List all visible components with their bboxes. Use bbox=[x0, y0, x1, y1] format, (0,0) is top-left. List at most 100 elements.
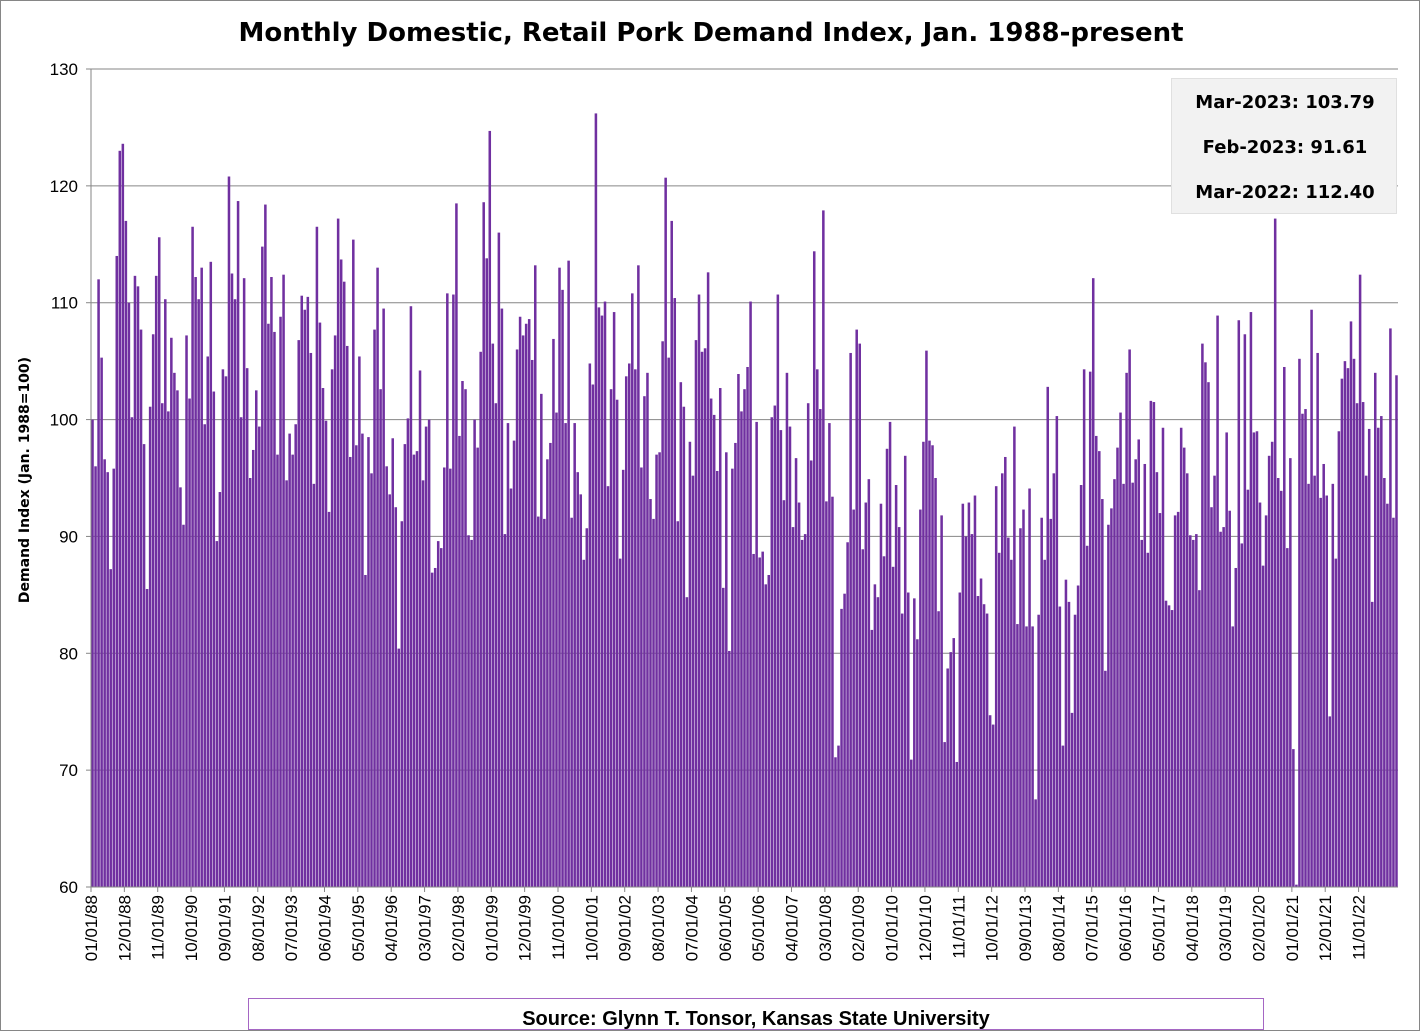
bar bbox=[806, 403, 810, 887]
bar bbox=[615, 399, 619, 887]
bar bbox=[1264, 515, 1268, 887]
bar bbox=[1034, 799, 1037, 887]
bar bbox=[1377, 427, 1380, 887]
bar bbox=[1307, 483, 1310, 887]
bar bbox=[273, 331, 276, 887]
bar bbox=[1301, 413, 1304, 887]
bar bbox=[424, 426, 428, 887]
bar bbox=[1270, 441, 1274, 887]
bar bbox=[388, 494, 391, 887]
bar bbox=[1052, 473, 1056, 887]
bar bbox=[494, 403, 498, 887]
bar bbox=[773, 405, 777, 887]
bar bbox=[1222, 527, 1225, 887]
bar bbox=[794, 458, 798, 887]
bar bbox=[148, 406, 152, 887]
bar bbox=[873, 584, 877, 887]
bar bbox=[555, 412, 558, 887]
bar bbox=[1140, 539, 1144, 887]
x-tick-label: 01/01/88 bbox=[82, 895, 101, 961]
bar bbox=[988, 715, 992, 887]
bar bbox=[579, 494, 583, 887]
x-tick-label: 04/01/07 bbox=[783, 895, 802, 961]
x-tick-labels: 01/01/88 12/01/88 11/01/89 10/01/90 09/01/91… bbox=[82, 887, 1369, 961]
bar bbox=[391, 438, 394, 887]
x-tick-label: 10/01/90 bbox=[182, 895, 201, 961]
bar bbox=[224, 376, 228, 887]
y-tick-label: 100 bbox=[50, 411, 78, 430]
bar bbox=[367, 437, 370, 887]
x-tick-label: 12/01/10 bbox=[916, 895, 935, 961]
bar bbox=[421, 480, 425, 887]
bar bbox=[685, 597, 689, 887]
bar bbox=[342, 281, 346, 887]
bar bbox=[558, 267, 561, 887]
bar bbox=[628, 363, 631, 888]
bar bbox=[1164, 600, 1168, 887]
bar bbox=[752, 553, 755, 887]
bar bbox=[891, 566, 895, 887]
bar bbox=[809, 460, 813, 887]
bar bbox=[952, 638, 956, 887]
bar bbox=[352, 239, 355, 888]
bar bbox=[746, 366, 749, 887]
bar bbox=[500, 308, 504, 887]
bar bbox=[1310, 309, 1313, 888]
bar bbox=[164, 299, 167, 888]
bar bbox=[706, 272, 710, 888]
bar bbox=[734, 442, 737, 887]
bar bbox=[876, 597, 880, 887]
bar bbox=[791, 527, 795, 887]
bar bbox=[828, 423, 831, 887]
bar bbox=[797, 502, 801, 887]
bar bbox=[1237, 320, 1241, 887]
bar bbox=[897, 527, 901, 887]
bar bbox=[1088, 371, 1092, 887]
bar bbox=[967, 502, 971, 887]
bar bbox=[940, 515, 943, 887]
bar bbox=[1158, 513, 1162, 887]
bar bbox=[1101, 499, 1104, 887]
bar bbox=[179, 487, 182, 887]
bar bbox=[127, 302, 131, 888]
bar bbox=[900, 613, 904, 887]
bar bbox=[427, 419, 431, 887]
bar bbox=[439, 548, 443, 887]
bar bbox=[355, 445, 358, 887]
x-tick-label: 05/01/17 bbox=[1149, 895, 1168, 961]
bar bbox=[1043, 559, 1046, 887]
x-tick-label: 04/01/18 bbox=[1183, 895, 1202, 961]
bar bbox=[767, 574, 771, 887]
bar bbox=[1231, 626, 1234, 887]
bar bbox=[1173, 515, 1177, 887]
x-tick-label: 02/01/09 bbox=[849, 895, 868, 961]
bar bbox=[637, 265, 640, 887]
bar bbox=[1258, 502, 1262, 887]
bar bbox=[718, 388, 722, 887]
bar bbox=[327, 511, 331, 887]
bar bbox=[1346, 368, 1350, 887]
bar bbox=[94, 466, 97, 887]
x-tick-label: 03/01/97 bbox=[416, 895, 435, 961]
bar bbox=[521, 335, 525, 887]
bar bbox=[1337, 431, 1341, 887]
bar bbox=[118, 150, 122, 888]
bar bbox=[309, 352, 313, 888]
bar bbox=[1167, 605, 1171, 887]
x-tick-label: 01/01/10 bbox=[883, 895, 902, 961]
bar bbox=[1007, 537, 1010, 887]
bar bbox=[594, 113, 598, 887]
bar bbox=[779, 430, 783, 887]
bar bbox=[764, 584, 767, 887]
bar bbox=[1116, 447, 1119, 887]
bar bbox=[1143, 463, 1147, 887]
bar bbox=[485, 258, 488, 887]
bar bbox=[1386, 503, 1389, 887]
bar bbox=[455, 203, 458, 887]
bar bbox=[843, 593, 846, 887]
bar bbox=[443, 467, 446, 887]
info-row-previous-year: Mar-2022: 112.40 bbox=[1195, 182, 1375, 203]
bar bbox=[157, 237, 161, 887]
bar bbox=[585, 528, 589, 887]
bar bbox=[849, 352, 852, 888]
